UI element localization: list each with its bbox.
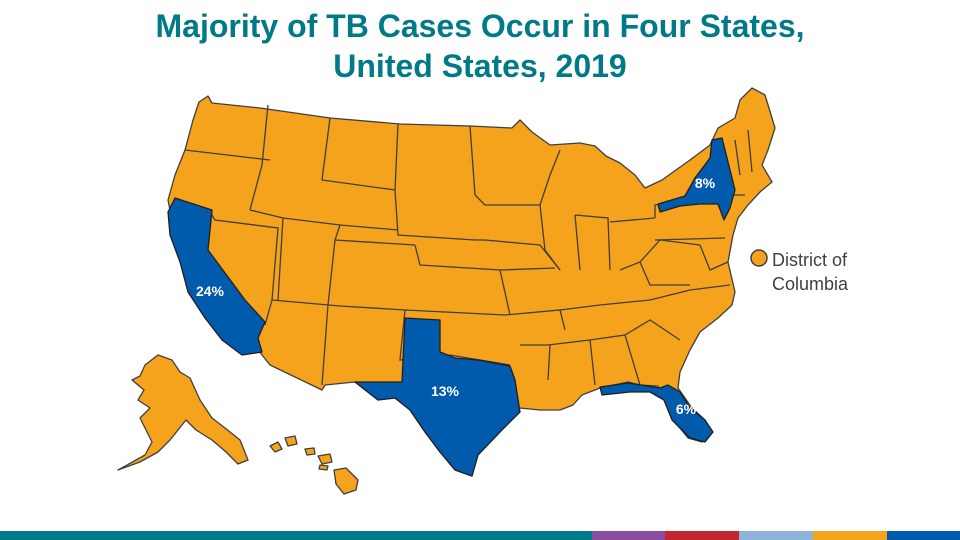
map-title: Majority of TB Cases Occur in Four State… <box>0 6 960 86</box>
state-california <box>167 197 266 356</box>
label-california: 24% <box>196 283 225 299</box>
footer-segment <box>887 531 960 540</box>
label-new-york: 8% <box>695 175 716 191</box>
label-texas: 13% <box>431 383 460 399</box>
state-florida <box>599 382 714 443</box>
state-borders <box>184 104 753 386</box>
footer-segment <box>592 531 665 540</box>
dc-label: District of Columbia <box>772 248 882 296</box>
state-alaska <box>117 354 249 471</box>
state-hawaii <box>269 435 359 495</box>
title-line-1: Majority of TB Cases Occur in Four State… <box>155 8 805 44</box>
dc-marker <box>750 249 768 267</box>
footer-segment <box>665 531 739 540</box>
title-line-2: United States, 2019 <box>333 48 627 84</box>
footer-segment <box>739 531 813 540</box>
label-florida: 6% <box>676 401 697 417</box>
footer-segment <box>813 531 887 540</box>
footer-color-bar <box>0 531 960 540</box>
state-new-york <box>657 137 736 221</box>
footer-segment <box>0 531 592 540</box>
dc-label-line-2: Columbia <box>772 274 849 294</box>
state-texas <box>354 317 521 477</box>
dc-label-line-1: District of <box>772 250 848 270</box>
